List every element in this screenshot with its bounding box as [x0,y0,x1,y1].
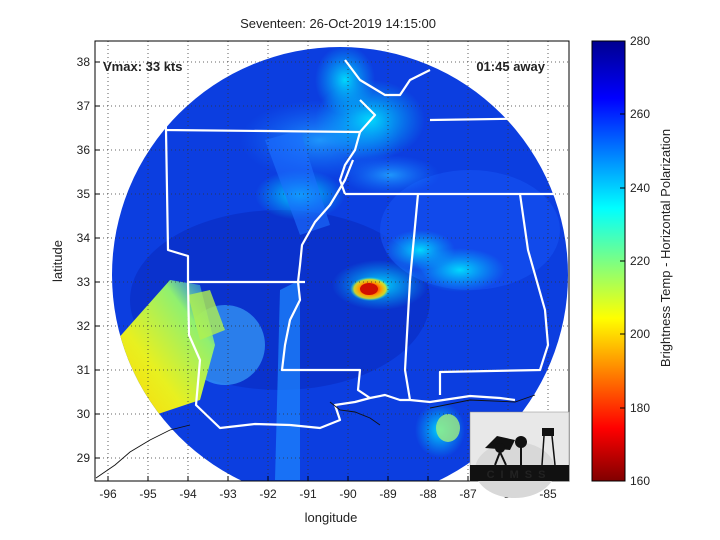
y-tick-label: 37 [77,99,91,113]
colorbar-tick-label: 180 [630,401,650,415]
x-tick-label: -87 [459,487,477,501]
x-tick-label: -90 [339,487,357,501]
colorbar-label: Brightness Temp - Horizontal Polarizatio… [658,129,673,367]
colorbar-tick-label: 280 [630,34,650,48]
x-tick-label: -93 [219,487,237,501]
colorbar-tick-label: 240 [630,181,650,195]
colorbar-tick-label: 160 [630,474,650,488]
x-tick-label: -89 [379,487,397,501]
y-tick-label: 38 [77,55,91,69]
map-axes-frame [94,40,570,482]
colorbar-tick-label: 260 [630,107,650,121]
colorbar: 160 180 200 220 240 260 280 Brightness T… [591,34,673,488]
y-tick-label: 32 [77,319,91,333]
x-tick-label: -95 [139,487,157,501]
vmax-annotation: Vmax: 33 kts [103,59,183,74]
cimss-logo-text: CIMSS [487,469,552,481]
y-tick-label: 29 [77,451,91,465]
x-tick-label: -85 [539,487,557,501]
x-axis-label: longitude [305,510,358,525]
figure-title: Seventeen: 26-Oct-2019 14:15:00 [240,16,436,31]
y-axis-ticks [95,61,100,459]
y-tick-label: 31 [77,363,91,377]
y-tick-label: 34 [77,231,91,245]
x-tick-label: -96 [99,487,117,501]
state-boundaries [161,41,566,430]
y-tick-label: 36 [77,143,91,157]
y-tick-labels: 29 30 31 32 33 34 35 36 37 38 [77,55,91,465]
cimss-logo: CIMSS [469,411,570,498]
x-tick-label: -91 [299,487,317,501]
x-tick-label: -88 [419,487,437,501]
x-tick-label: -92 [259,487,277,501]
colorbar-tick-label: 200 [630,327,650,341]
y-tick-label: 35 [77,187,91,201]
colorbar-scale [591,40,626,482]
y-tick-label: 30 [77,407,91,421]
coastline [95,394,536,479]
colorbar-tick-label: 220 [630,254,650,268]
time-away-annotation: 01:45 away [476,59,545,74]
y-tick-label: 33 [77,275,91,289]
y-axis-label: latitude [50,240,65,282]
x-tick-label: -94 [179,487,197,501]
